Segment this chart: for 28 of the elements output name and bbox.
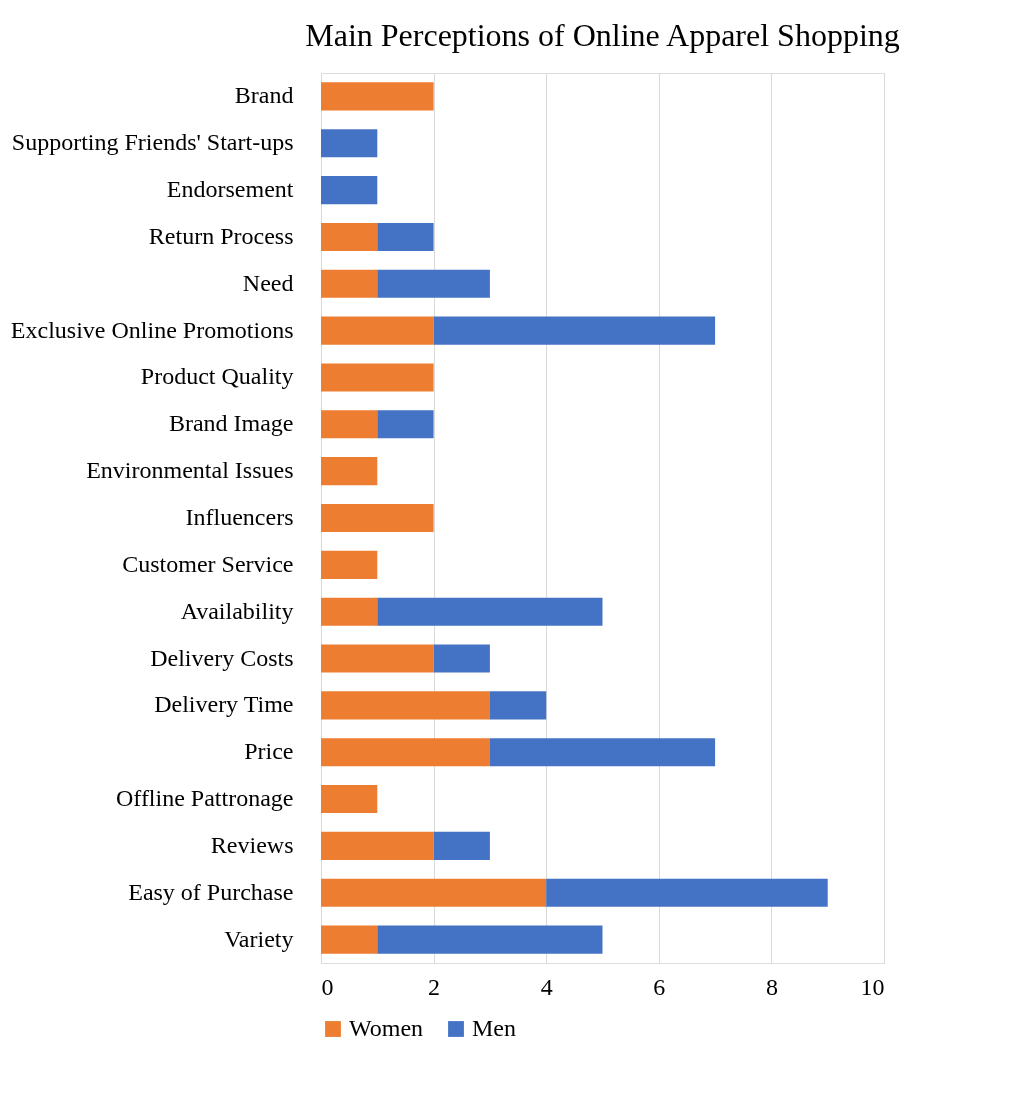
y-tick-label: Variety: [224, 925, 294, 952]
y-tick-label: Return Process: [148, 222, 294, 249]
y-tick-label: Offline Pattronage: [115, 785, 294, 812]
x-tick-label: 2: [428, 973, 441, 1000]
y-tick-label: Need: [242, 269, 294, 296]
y-tick-label: Delivery Time: [154, 691, 294, 718]
x-tick-label: 8: [765, 973, 778, 1000]
y-tick-label: Delivery Costs: [150, 644, 294, 671]
y-tick-label: Easy of Purchase: [128, 878, 294, 905]
x-tick-label: 0: [321, 973, 334, 1000]
x-tick-label: 4: [540, 973, 553, 1000]
y-tick-label: Reviews: [210, 831, 294, 858]
y-tick-label: Availability: [180, 597, 294, 624]
y-tick-label: Brand: [234, 82, 294, 109]
x-tick-label: 6: [653, 973, 666, 1000]
y-tick-label: Influencers: [185, 504, 294, 530]
x-tick-label: 10: [860, 973, 885, 1000]
y-tick-label: Endorsement: [166, 176, 294, 203]
legend-label: Women: [349, 1015, 424, 1041]
legend-label: Men: [472, 1015, 516, 1041]
y-tick-label: Product Quality: [140, 363, 294, 390]
y-tick-label: Price: [244, 738, 294, 765]
y-tick-label: Customer Service: [122, 550, 294, 577]
y-tick-label: Exclusive Online Promotions: [10, 316, 294, 343]
y-tick-label: Supporting Friends' Start-ups: [11, 129, 294, 156]
chart-title: Main Perceptions of Online Apparel Shopping: [305, 17, 900, 53]
y-tick-label: Brand Image: [168, 410, 294, 437]
y-tick-label: Environmental Issues: [86, 457, 294, 484]
